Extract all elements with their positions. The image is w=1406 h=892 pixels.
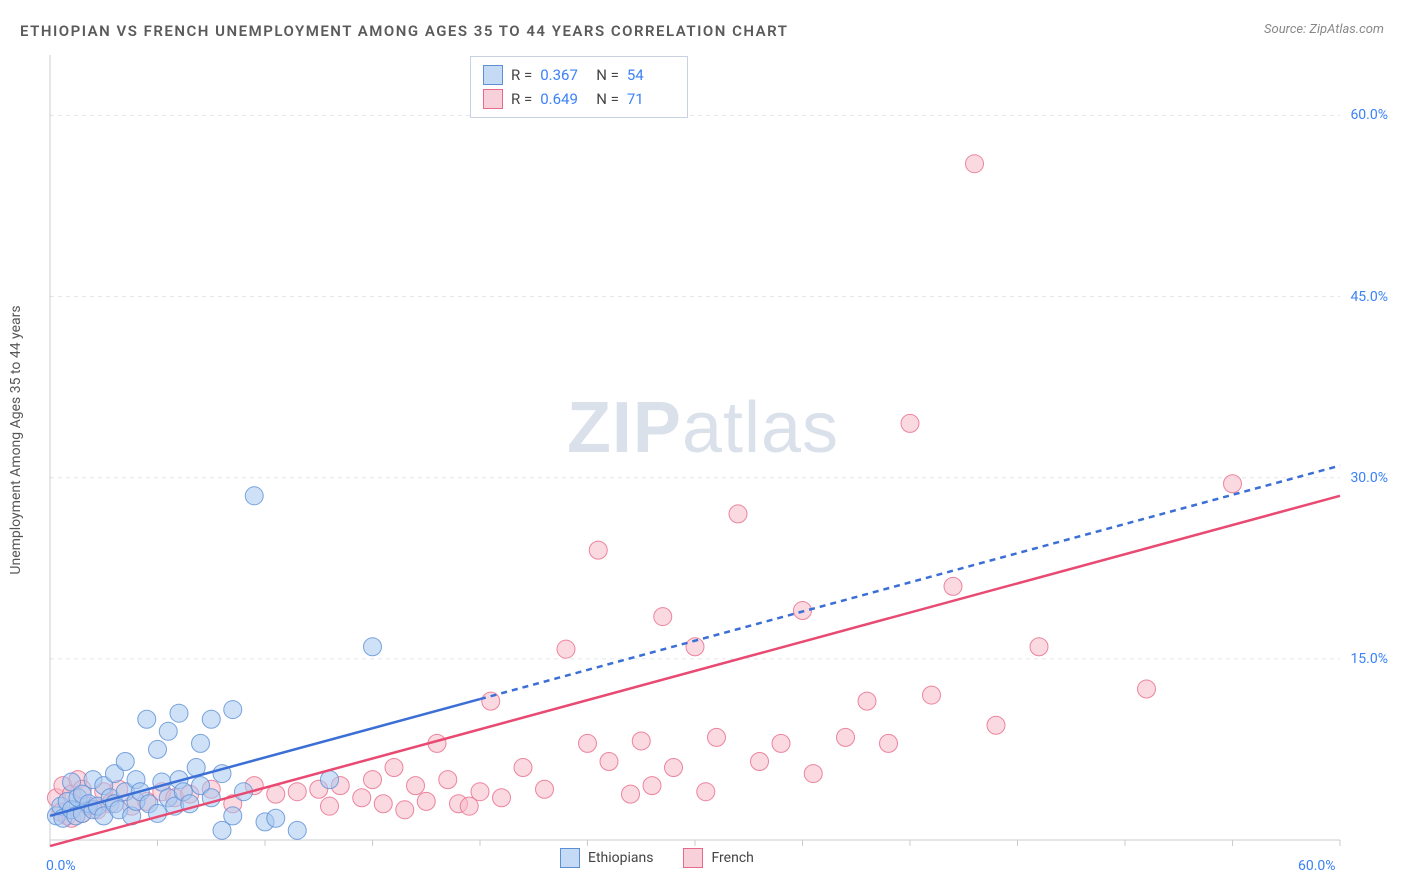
legend-label-ethiopians: Ethiopians [588,850,653,866]
chart-container: ETHIOPIAN VS FRENCH UNEMPLOYMENT AMONG A… [0,0,1406,892]
r-value-french: 0.649 [540,90,588,108]
r-label: R = [511,66,532,84]
x-tick-label: 0.0% [46,858,76,874]
n-label: N = [596,66,619,84]
y-tick-label: 30.0% [1350,470,1388,486]
r-label: R = [511,90,532,108]
x-tick-label: 60.0% [1298,858,1336,874]
legend-label-french: French [711,850,753,866]
swatch-french [683,848,703,868]
legend-item-ethiopians: Ethiopians [560,848,653,868]
legend-row-french: R = 0.649 N = 71 [483,87,675,111]
series-legend: Ethiopians French [560,848,754,868]
swatch-french [483,89,503,109]
y-tick-label: 45.0% [1350,289,1388,305]
swatch-ethiopians [560,848,580,868]
legend-row-ethiopians: R = 0.367 N = 54 [483,63,675,87]
y-tick-label: 60.0% [1350,107,1388,123]
scatter-plot [0,0,1406,892]
y-tick-label: 15.0% [1350,651,1388,667]
correlation-legend: R = 0.367 N = 54 R = 0.649 N = 71 [470,56,688,118]
legend-item-french: French [683,848,753,868]
n-value-french: 71 [627,90,675,108]
r-value-ethiopians: 0.367 [540,66,588,84]
n-value-ethiopians: 54 [627,66,675,84]
swatch-ethiopians [483,65,503,85]
n-label: N = [596,90,619,108]
